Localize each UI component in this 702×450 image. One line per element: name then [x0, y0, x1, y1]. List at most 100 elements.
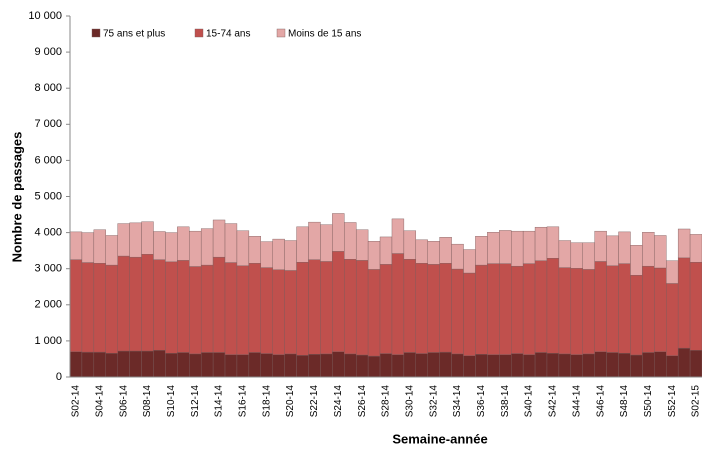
- bar-segment: [189, 266, 202, 355]
- bar-segment: [630, 274, 643, 356]
- bar-segment: [475, 264, 488, 355]
- bar-segment: [320, 353, 333, 378]
- bar-segment: [689, 350, 702, 378]
- bar-segment: [260, 353, 273, 378]
- bar-segment: [427, 241, 440, 265]
- bar-segment: [487, 263, 500, 355]
- x-tick-label: S48-14: [619, 385, 630, 418]
- y-tick-label: 0: [56, 371, 62, 383]
- bar-segment: [546, 258, 560, 354]
- bar-segment: [427, 352, 440, 378]
- bar-segment: [582, 242, 595, 270]
- bar-segment: [546, 226, 560, 259]
- x-axis-title: Semaine-année: [392, 431, 487, 446]
- bar-segment: [189, 353, 202, 378]
- x-tick-label: S44-14: [571, 385, 582, 418]
- bar-segment: [93, 229, 106, 264]
- bar-segment: [212, 219, 226, 258]
- bar-segment: [689, 262, 702, 351]
- bar-segment: [391, 218, 405, 254]
- bar-segment: [677, 257, 691, 349]
- bar-segment: [117, 223, 130, 257]
- bar-segment: [558, 240, 572, 268]
- x-tick-label: S02-15: [691, 385, 702, 418]
- bar-segment: [296, 355, 309, 378]
- x-tick-label: S34-14: [452, 385, 463, 418]
- bar-segment: [153, 350, 166, 378]
- bar-segment: [81, 232, 95, 263]
- x-tick-label: S40-14: [524, 385, 535, 418]
- bar-segment: [332, 213, 345, 252]
- bar-segment: [236, 230, 250, 267]
- legend-label: 15-74 ans: [206, 29, 250, 40]
- bar-segment: [165, 261, 178, 354]
- y-tick-label: 2 000: [34, 299, 62, 311]
- bar-segment: [224, 262, 238, 355]
- y-tick-label: 5 000: [34, 190, 62, 202]
- bar-segment: [606, 265, 619, 353]
- bar-segment: [129, 256, 142, 352]
- bar-segment: [689, 234, 702, 263]
- bar-segment: [463, 355, 476, 378]
- bar-segment: [165, 232, 178, 263]
- bar-segment: [320, 261, 333, 355]
- bar-segment: [93, 263, 106, 353]
- bar-segment: [606, 352, 619, 378]
- bar-segment: [534, 226, 548, 261]
- bar-segment: [308, 259, 321, 355]
- bar-segment: [618, 231, 631, 264]
- legend-swatch: [276, 28, 286, 38]
- bar-segment: [534, 352, 548, 378]
- x-tick-label: S52-14: [667, 385, 678, 418]
- bar-segment: [666, 355, 679, 378]
- bar-segment: [105, 235, 118, 266]
- bar-segment: [129, 222, 142, 258]
- bar-segment: [308, 221, 321, 260]
- bar-segment: [499, 230, 512, 264]
- bar-segment: [367, 241, 381, 270]
- bar-segment: [379, 353, 393, 378]
- bar-segment: [415, 239, 428, 264]
- bar-segment: [475, 354, 488, 378]
- bar-segment: [403, 352, 417, 378]
- bar-segment: [618, 352, 631, 378]
- bar-segment: [594, 261, 607, 352]
- bar-segment: [93, 351, 106, 378]
- x-tick-label: S22-14: [309, 385, 320, 418]
- x-tick-label: S14-14: [214, 385, 225, 418]
- bar-segment: [630, 245, 643, 276]
- bar-segment: [69, 231, 83, 260]
- bar-segment: [177, 260, 190, 353]
- bar-segment: [558, 267, 572, 355]
- bar-segment: [642, 352, 655, 378]
- legend-swatch: [91, 28, 101, 38]
- x-tick-label: S12-14: [190, 385, 201, 418]
- bar-segment: [224, 223, 238, 263]
- bar-segment: [69, 351, 83, 378]
- bar-segment: [534, 260, 548, 353]
- bar-segment: [487, 354, 500, 378]
- y-tick-label: 7 000: [34, 118, 62, 130]
- bar-segment: [200, 352, 214, 378]
- bar-segment: [439, 351, 452, 378]
- bar-segment: [666, 283, 679, 356]
- bar-segment: [296, 262, 309, 356]
- bar-segment: [391, 253, 405, 355]
- bar-segment: [296, 226, 309, 263]
- bar-segment: [320, 224, 333, 262]
- bar-segment: [522, 230, 536, 264]
- bar-segment: [248, 263, 261, 353]
- y-tick-label: 4 000: [34, 227, 62, 239]
- bar-segment: [284, 240, 297, 271]
- bar-segment: [570, 242, 583, 269]
- bar-segment: [105, 264, 118, 354]
- bar-segment: [379, 236, 393, 265]
- bar-segment: [439, 263, 452, 353]
- x-tick-label: S46-14: [595, 385, 606, 418]
- bar-segment: [272, 269, 285, 355]
- y-tick-label: 9 000: [34, 46, 62, 58]
- bar-segment: [654, 267, 667, 352]
- bar-segment: [511, 265, 524, 354]
- bar-segment: [594, 351, 607, 378]
